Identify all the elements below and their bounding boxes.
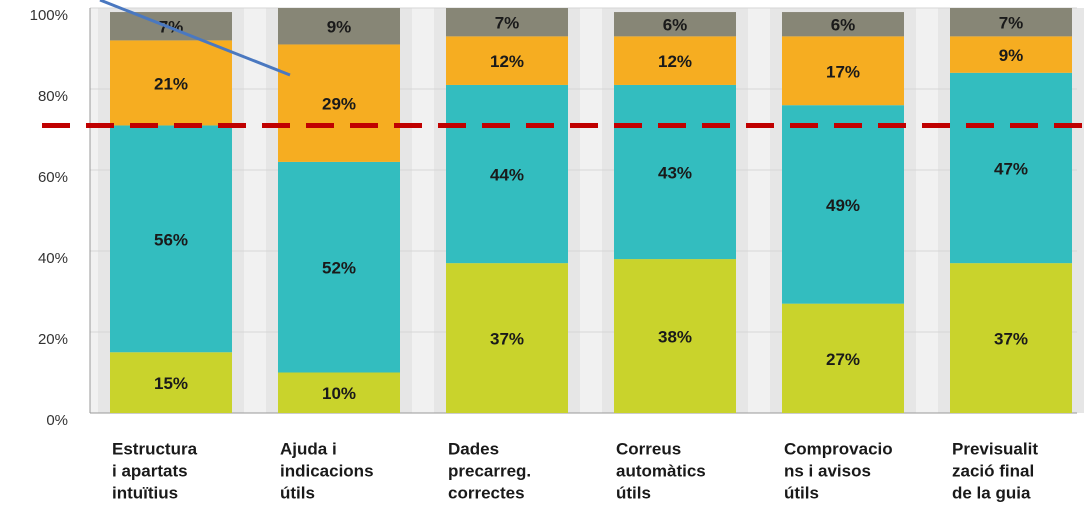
y-tick-label: 80% <box>38 88 68 105</box>
x-tick-label: útils <box>784 483 819 502</box>
bar-segment <box>110 40 232 126</box>
data-label: 37% <box>994 330 1028 349</box>
bar-segment <box>614 84 736 260</box>
data-label: 47% <box>994 159 1028 178</box>
x-tick-label: zació final <box>952 461 1034 480</box>
data-label: 37% <box>490 330 524 349</box>
data-label: 6% <box>831 16 856 35</box>
x-tick-label: ns i avisos <box>784 461 871 480</box>
data-label: 29% <box>322 95 356 114</box>
x-tick-label: de la guia <box>952 483 1031 502</box>
x-tick-label: Dades <box>448 439 499 458</box>
bar-segment <box>446 36 568 85</box>
bar-segment <box>278 8 400 45</box>
data-label: 56% <box>154 230 188 249</box>
data-label: 21% <box>154 74 188 93</box>
data-label: 7% <box>495 14 520 33</box>
data-label: 12% <box>658 52 692 71</box>
y-tick-label: 100% <box>30 7 68 24</box>
bar-segment <box>782 105 904 304</box>
bar-segment <box>950 36 1072 73</box>
x-tick-label: intuïtius <box>112 483 178 502</box>
y-tick-label: 20% <box>38 331 68 348</box>
bar-segment <box>110 12 232 41</box>
x-tick-label: Previsualit <box>952 439 1038 458</box>
y-tick-label: 60% <box>38 169 68 186</box>
x-tick-label: Comprovacio <box>784 439 893 458</box>
bar-segment <box>782 303 904 413</box>
bar-segment <box>110 352 232 413</box>
x-tick-label: útils <box>616 483 651 502</box>
x-tick-label: automàtics <box>616 461 706 480</box>
bar-segment <box>278 161 400 373</box>
data-label: 49% <box>826 196 860 215</box>
data-label: 52% <box>322 259 356 278</box>
y-tick-label: 0% <box>46 412 68 429</box>
bar-segment <box>614 259 736 413</box>
data-label: 44% <box>490 166 524 185</box>
x-tick-label: i apartats <box>112 461 188 480</box>
labels: 0% 20% 40% 60% 80% 100% Estructura i apartats in… <box>30 7 1087 502</box>
x-tick-label: precarreg. <box>448 461 531 480</box>
x-tick-label: correctes <box>448 483 525 502</box>
data-label: 17% <box>826 62 860 81</box>
data-label: 12% <box>490 52 524 71</box>
bar-segment <box>446 8 568 37</box>
data-label: 10% <box>322 384 356 403</box>
bar-segment <box>614 12 736 37</box>
x-tick-label: indicacions <box>280 461 374 480</box>
bar-segment <box>782 36 904 106</box>
y-tick-label: 40% <box>38 250 68 267</box>
bar-segment <box>614 36 736 85</box>
data-label: 9% <box>327 18 352 37</box>
bar-segment <box>950 72 1072 264</box>
data-label: 6% <box>663 16 688 35</box>
data-label: 9% <box>999 46 1024 65</box>
bar-segment <box>950 263 1072 413</box>
bar-segment <box>446 263 568 413</box>
bar-segment <box>782 12 904 37</box>
bars <box>110 8 1072 413</box>
data-label: 27% <box>826 350 860 369</box>
bar-segment <box>278 372 400 413</box>
bar-segment <box>278 44 400 162</box>
x-tick-label: Correus <box>616 439 681 458</box>
data-label: 38% <box>658 328 692 347</box>
data-label: 15% <box>154 374 188 393</box>
x-tick-label: Estructura <box>112 439 198 458</box>
data-label: 7% <box>999 14 1024 33</box>
bar-segment <box>446 84 568 264</box>
annotation-arrow <box>99 0 291 77</box>
data-label: 43% <box>658 164 692 183</box>
bar-segment <box>950 8 1072 37</box>
x-tick-label: útils <box>280 483 315 502</box>
bar-segment <box>110 125 232 353</box>
x-tick-label: Ajuda i <box>280 439 337 458</box>
